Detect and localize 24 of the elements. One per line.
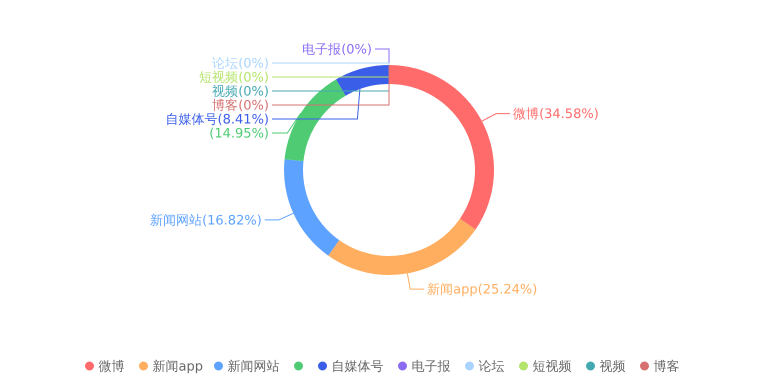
legend-label: 电子报 [412, 360, 450, 375]
legend-label: 视频 [600, 360, 626, 375]
donut-slice [284, 79, 346, 162]
data-label: 新闻网站(16.82%) [150, 213, 262, 228]
donut-slice [284, 159, 340, 256]
text: 博客(0%) [212, 98, 269, 114]
donut-slice [336, 65, 389, 96]
data-label: 自媒体号(8.41%) [166, 112, 269, 128]
text: 短视频(0%) [199, 70, 269, 86]
legend-label: 微博 [98, 360, 124, 375]
legend-label: 自媒体号 [332, 360, 384, 375]
text: 视频(0%) [212, 84, 269, 100]
data-label: (14.95%) [209, 126, 269, 142]
legend-label: 论坛 [478, 360, 504, 375]
donut-slice [389, 65, 494, 230]
legend-label: 新闻app [152, 360, 203, 375]
donut-slice [328, 218, 476, 275]
text: 电子报(0%) [302, 42, 372, 58]
legend-label: 博客 [654, 358, 680, 375]
data-label: 微博(34.58%) [513, 107, 599, 122]
legend-label: 短视频 [532, 360, 572, 375]
legend-label: 新闻网站 [228, 360, 280, 375]
text: 论坛(0%) [212, 56, 269, 72]
data-label: 新闻app(25.24%) [427, 282, 538, 298]
